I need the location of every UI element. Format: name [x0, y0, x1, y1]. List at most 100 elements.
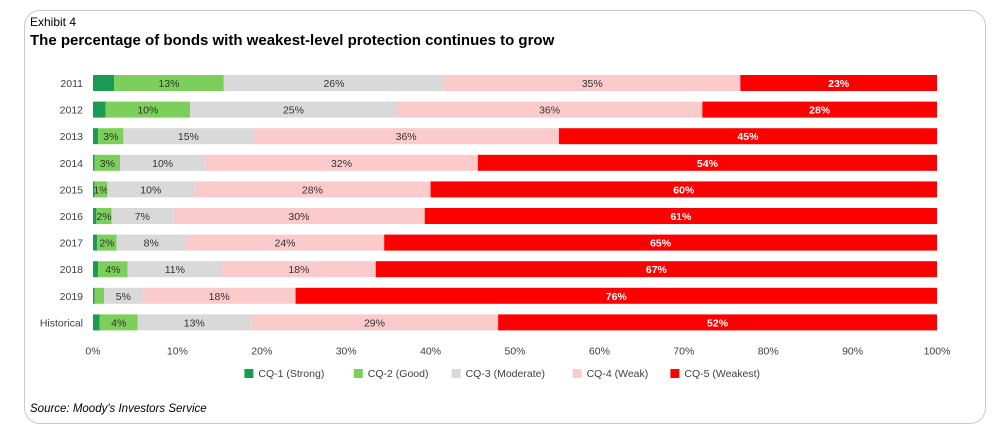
category-label: 2019 — [60, 291, 84, 303]
data-label: 1% — [93, 184, 108, 196]
bar-segment — [190, 101, 397, 118]
legend-label: CQ-5 (Weakest) — [684, 368, 760, 380]
data-label: 32% — [331, 158, 352, 170]
bar-segment — [120, 154, 206, 171]
bar-segment — [740, 75, 937, 91]
category-label: Historical — [40, 317, 83, 329]
category-label: 2012 — [60, 105, 84, 117]
data-label: 13% — [158, 78, 179, 90]
data-label: 36% — [396, 131, 417, 143]
data-label: 4% — [111, 317, 126, 329]
legend-label: CQ-2 (Good) — [368, 368, 429, 380]
category-label: 2014 — [60, 158, 84, 170]
category-label: 2011 — [60, 78, 83, 90]
category-label: 2017 — [60, 238, 84, 250]
data-label: 15% — [178, 131, 199, 143]
data-label: 54% — [697, 158, 719, 170]
bar-segment — [105, 101, 191, 118]
x-tick-label: 80% — [758, 345, 779, 357]
bar-segment — [123, 128, 254, 145]
x-tick-label: 10% — [167, 345, 188, 357]
data-label: 36% — [539, 105, 560, 117]
x-tick-label: 30% — [336, 345, 357, 357]
bar-segment — [93, 234, 98, 251]
data-label: 35% — [582, 78, 603, 90]
data-label: 10% — [140, 184, 161, 196]
data-label: 61% — [670, 211, 692, 223]
data-label: 13% — [184, 317, 205, 329]
bar-segment — [103, 287, 143, 304]
x-tick-label: 60% — [589, 345, 610, 357]
data-label: 3% — [103, 131, 118, 143]
data-label: 76% — [606, 291, 628, 303]
bar-segment — [93, 75, 115, 91]
data-label: 23% — [828, 78, 850, 90]
x-tick-label: 50% — [504, 345, 525, 357]
bar-segment — [94, 154, 121, 171]
legend-label: CQ-3 (Moderate) — [466, 368, 545, 380]
bar-segment — [111, 208, 174, 224]
bar-segment — [384, 234, 937, 251]
legend-swatch — [670, 369, 680, 378]
data-label: 26% — [323, 78, 344, 90]
bar-segment — [477, 154, 937, 171]
data-label: 30% — [288, 211, 309, 223]
bar-segment — [702, 101, 937, 118]
legend-label: CQ-1 (Strong) — [258, 368, 324, 380]
bar-segment — [250, 314, 499, 331]
category-label: 2016 — [60, 211, 84, 223]
bar-segment — [295, 287, 937, 304]
x-tick-label: 90% — [842, 345, 863, 357]
data-label: 65% — [650, 238, 672, 250]
bar-segment — [99, 314, 138, 331]
data-label: 29% — [364, 317, 385, 329]
legend-swatch — [451, 369, 461, 378]
bar-segment — [424, 208, 937, 224]
legend-swatch — [353, 369, 363, 378]
data-label: 67% — [646, 264, 668, 276]
category-label: 2013 — [60, 131, 84, 143]
bar-segment — [96, 208, 112, 224]
data-label: 3% — [100, 158, 115, 170]
legend-swatch — [572, 369, 582, 378]
bar-segment — [137, 314, 251, 331]
bar-segment — [375, 261, 937, 278]
data-label: 8% — [144, 238, 159, 250]
bar-segment — [127, 261, 223, 278]
bar-segment — [223, 75, 445, 91]
bar-segment — [444, 75, 741, 91]
data-label: 4% — [105, 264, 120, 276]
legend-label: CQ-4 (Weak) — [587, 368, 649, 380]
x-tick-label: 100% — [924, 345, 951, 357]
bar-segment — [94, 287, 104, 304]
bar-segment — [93, 287, 95, 304]
data-label: 28% — [809, 105, 831, 117]
x-tick-label: 40% — [420, 345, 441, 357]
bar-segment — [94, 181, 108, 198]
data-label: 45% — [737, 131, 759, 143]
bar-segment — [98, 128, 124, 145]
data-label: 25% — [283, 105, 304, 117]
bar-segment — [185, 234, 385, 251]
x-tick-label: 20% — [251, 345, 272, 357]
source-note: Source: Moody's Investors Service — [30, 403, 207, 415]
data-label: 18% — [209, 291, 230, 303]
category-label: 2015 — [60, 184, 84, 196]
data-label: 28% — [302, 184, 323, 196]
data-label: 60% — [673, 184, 695, 196]
bar-segment — [93, 261, 99, 278]
bar-segment — [558, 128, 937, 145]
data-label: 10% — [137, 105, 158, 117]
bar-segment — [93, 101, 106, 118]
bar-segment — [430, 181, 937, 198]
bar-segment — [107, 181, 195, 198]
category-label: 2018 — [60, 264, 84, 276]
exhibit-label: Exhibit 4 — [30, 15, 77, 29]
data-label: 24% — [275, 238, 296, 250]
chart-title: The percentage of bonds with weakest-lev… — [30, 32, 555, 49]
bar-segment — [97, 234, 117, 251]
bar-segment — [93, 208, 97, 224]
bar-segment — [396, 101, 703, 118]
data-label: 2% — [96, 211, 111, 223]
